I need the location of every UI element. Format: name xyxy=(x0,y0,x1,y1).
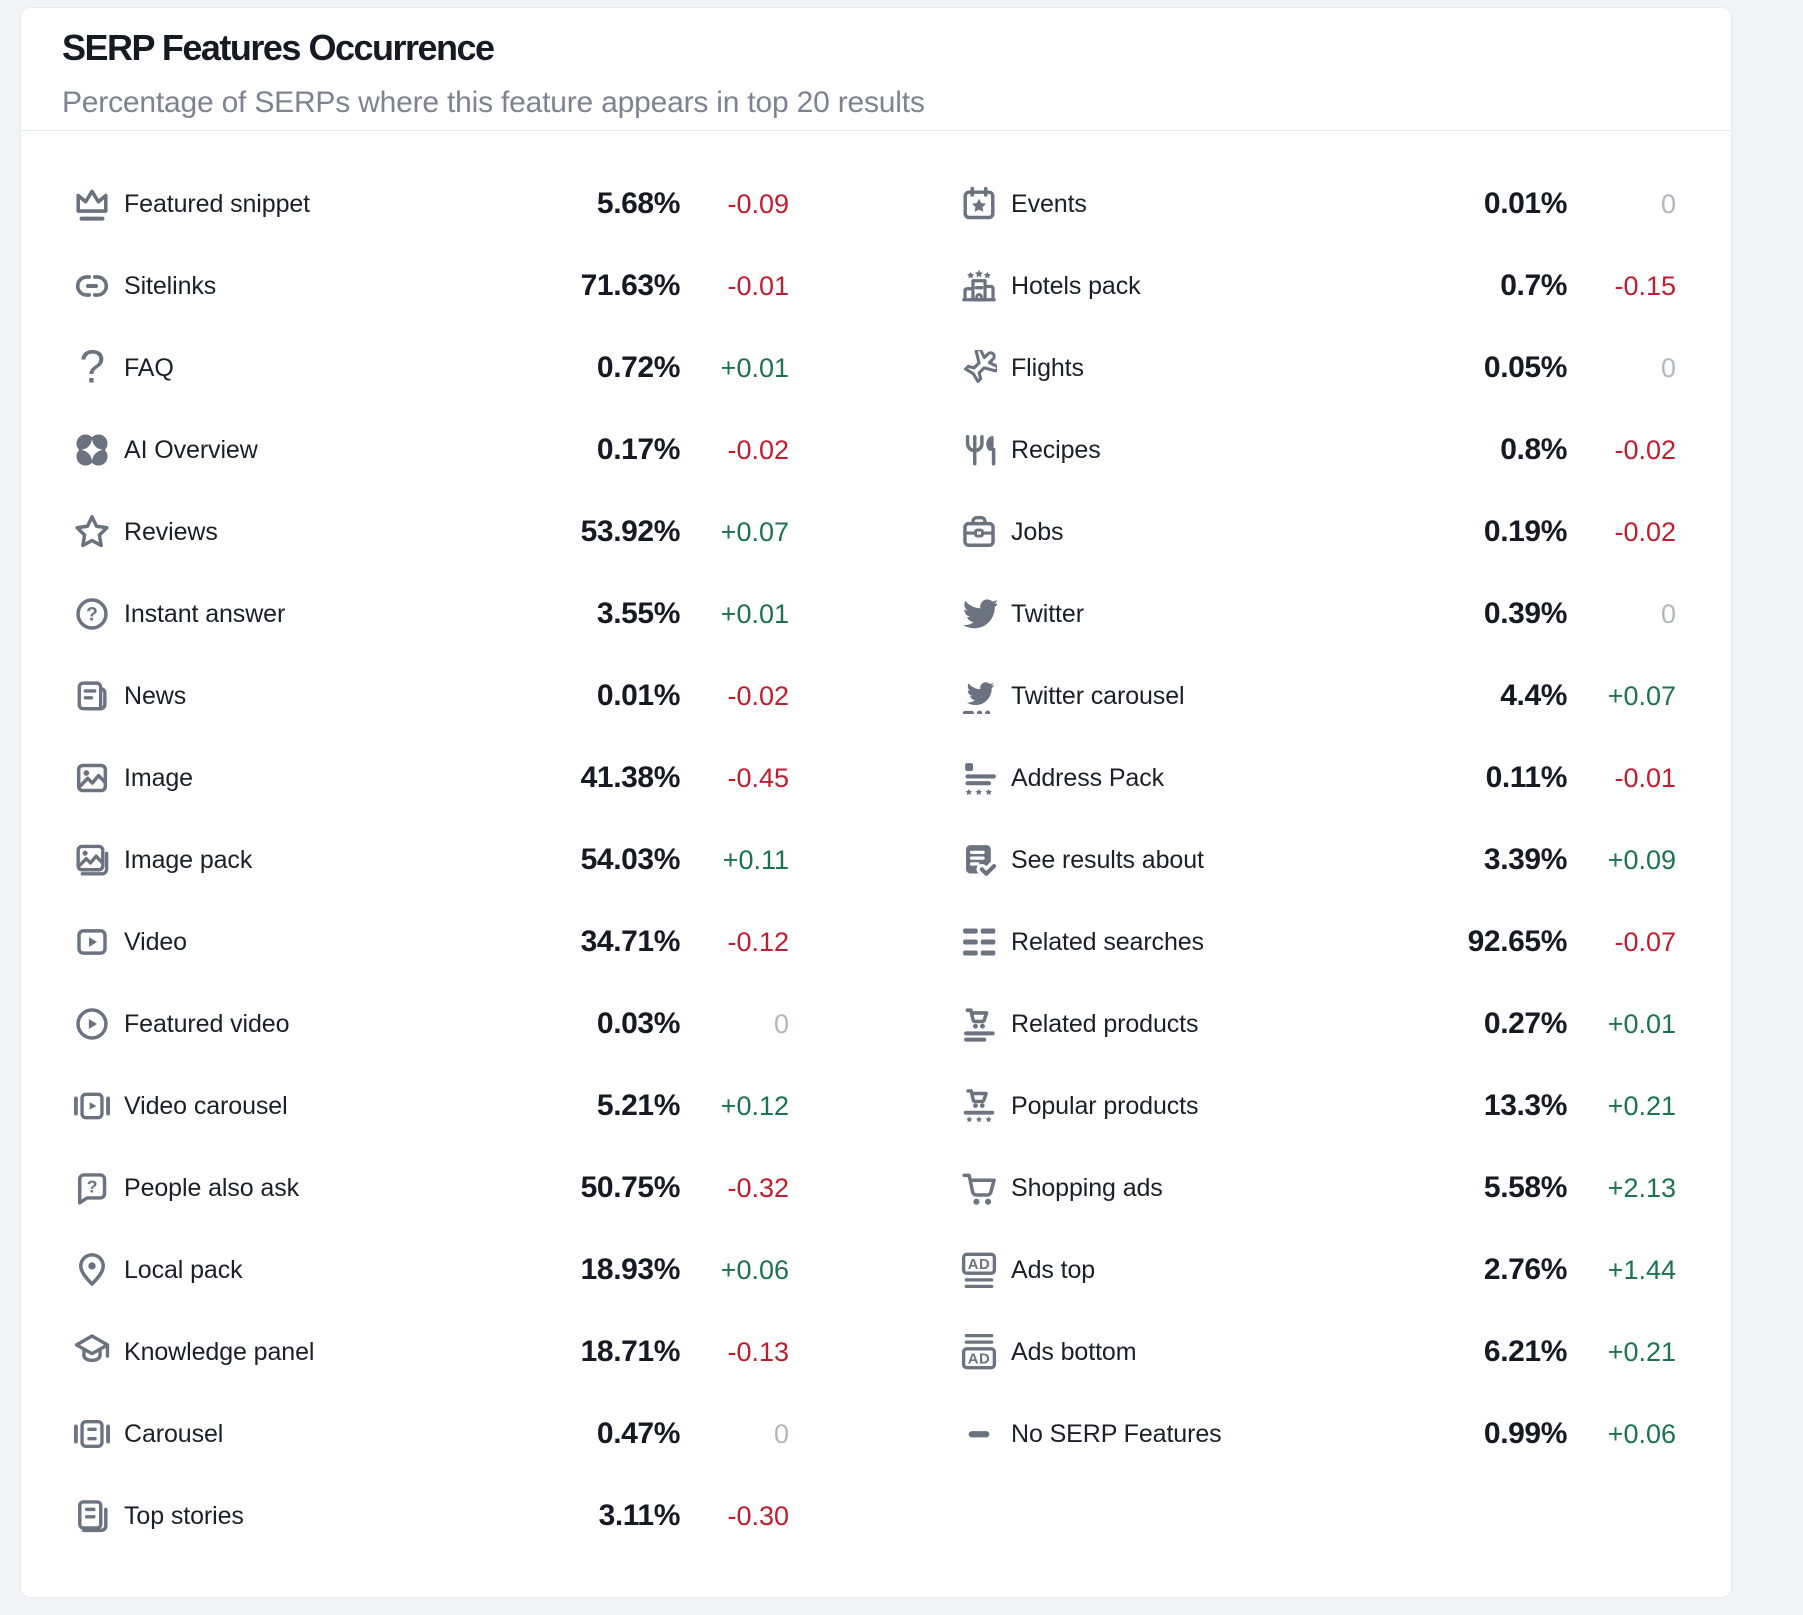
svg-text:?: ? xyxy=(87,1176,98,1196)
svg-text:AD: AD xyxy=(968,1351,991,1367)
svg-text:?: ? xyxy=(79,350,105,386)
svg-text:?: ? xyxy=(86,605,98,626)
svg-text:AD: AD xyxy=(968,1257,991,1273)
